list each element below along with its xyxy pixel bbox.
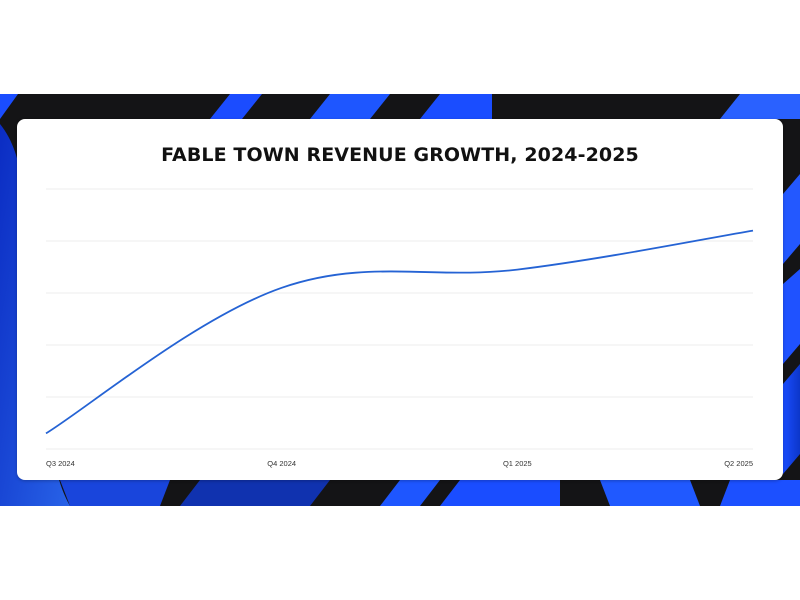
x-tick-label: Q2 2025 — [724, 459, 753, 468]
x-tick-label: Q3 2024 — [46, 459, 75, 468]
chart-card: FABLE TOWN REVENUE GROWTH, 2024-2025 Q3 … — [17, 119, 783, 480]
x-axis-ticks: Q3 2024 Q4 2024 Q1 2025 Q2 2025 — [46, 459, 753, 468]
line-chart: Q3 2024 Q4 2024 Q1 2025 Q2 2025 — [45, 188, 754, 468]
series-layer — [45, 229, 754, 435]
chart-title: FABLE TOWN REVENUE GROWTH, 2024-2025 — [161, 144, 639, 166]
x-tick-label: Q4 2024 — [267, 459, 296, 468]
gridlines — [46, 188, 753, 450]
x-tick-label: Q1 2025 — [503, 459, 532, 468]
series-line — [45, 229, 754, 435]
